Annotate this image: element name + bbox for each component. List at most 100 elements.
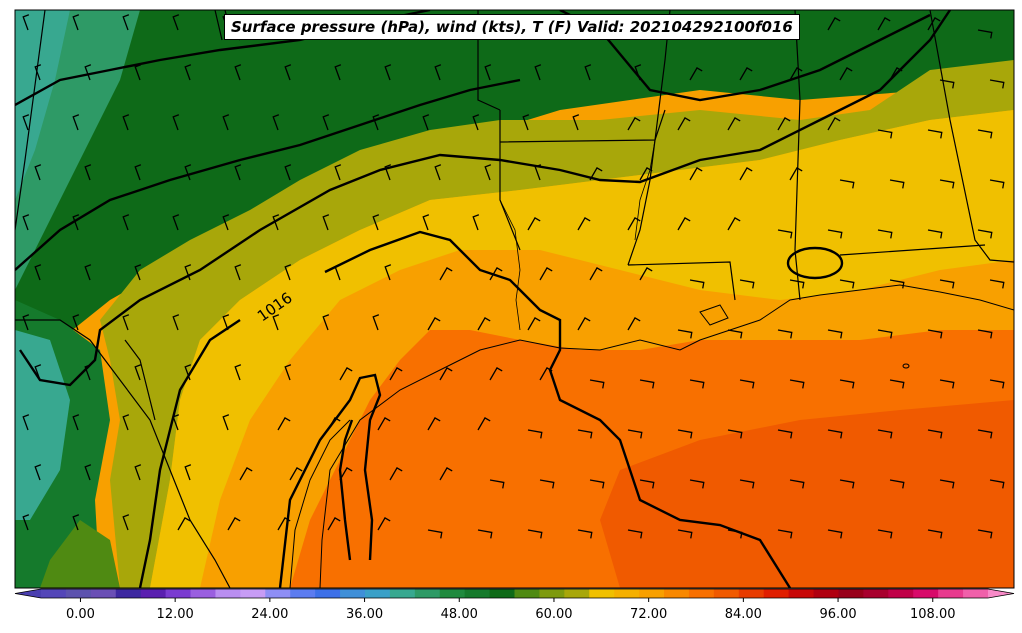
colorbar-swatch <box>364 589 391 598</box>
wind-barb <box>277 516 291 531</box>
wind-barb <box>284 164 292 181</box>
colorbar-swatch <box>938 589 964 598</box>
wind-barb <box>827 229 843 239</box>
wind-barb <box>234 364 242 381</box>
colorbar-swatch <box>913 589 939 598</box>
wind-barb <box>627 116 641 131</box>
colorbar-tick-label: 96.00 <box>819 607 857 622</box>
wind-barb <box>289 466 303 481</box>
wind-barb <box>589 479 605 489</box>
wind-barb <box>72 414 80 431</box>
coastline <box>289 284 1014 588</box>
wind-barb <box>234 64 242 81</box>
colorbar-swatch <box>688 589 715 598</box>
wind-barb <box>677 116 691 131</box>
wind-barb <box>977 329 993 339</box>
wind-barb <box>22 214 30 231</box>
wind-barb <box>534 64 542 81</box>
wind-barb <box>422 114 430 131</box>
wind-barb <box>522 114 530 131</box>
wind-barb <box>539 266 553 281</box>
wind-barb <box>527 529 543 539</box>
wind-barb <box>639 266 653 281</box>
wind-barb <box>777 229 793 239</box>
wind-barb <box>272 114 280 131</box>
wind-barb <box>927 329 943 339</box>
wind-barb <box>777 329 793 339</box>
wind-barb <box>172 14 180 31</box>
wind-barb <box>877 229 893 239</box>
wind-barb <box>589 266 603 281</box>
colorbar-swatch <box>90 589 117 598</box>
wind-barb <box>627 429 643 439</box>
wind-barb <box>577 316 591 331</box>
wind-barb <box>839 479 855 489</box>
wind-barb <box>927 529 943 539</box>
wind-barb <box>789 166 803 181</box>
hot-zone <box>600 400 1014 588</box>
wind-barb <box>284 64 292 81</box>
wind-barb <box>339 366 353 381</box>
wind-barb <box>272 214 280 231</box>
wind-barb <box>434 64 442 81</box>
wind-barb <box>384 64 392 81</box>
wind-barb <box>22 414 30 431</box>
colorbar-min-extend <box>15 589 41 598</box>
colorbar-swatch <box>888 589 914 598</box>
wind-barb <box>739 479 755 489</box>
colorbar-swatch <box>564 589 590 598</box>
colorbar-swatch <box>240 589 266 598</box>
wind-barb <box>839 379 855 389</box>
wind-barb <box>422 214 430 231</box>
wind-barb <box>234 164 242 181</box>
colorbar-swatch <box>489 589 515 598</box>
wind-barb <box>322 314 330 331</box>
wind-barb <box>977 529 993 539</box>
wind-barb <box>184 264 192 281</box>
wind-barb <box>939 479 955 489</box>
wind-barb <box>927 129 943 139</box>
wind-barb <box>334 164 342 181</box>
wind-barb <box>427 416 441 431</box>
colorbar-swatch <box>315 589 341 598</box>
wind-barb <box>439 366 453 381</box>
wind-barb <box>134 64 142 81</box>
colorbar-swatch <box>539 589 565 598</box>
wind-barb <box>627 216 641 231</box>
colorbar-swatch <box>140 589 167 598</box>
colorbar-swatch <box>639 589 665 598</box>
colorbar-swatch <box>265 589 291 598</box>
wind-barb <box>939 179 955 189</box>
wind-barb <box>989 479 1005 489</box>
colorbar-tick-label: 84.00 <box>724 607 762 622</box>
isobars <box>15 10 951 588</box>
wind-barb <box>989 379 1005 389</box>
wind-barb <box>434 164 442 181</box>
wind-barb <box>222 414 230 431</box>
wind-barb <box>889 279 905 289</box>
wind-barb <box>427 316 441 331</box>
colorbar-swatch <box>788 589 815 598</box>
wind-barb <box>72 214 80 231</box>
map-frame <box>14 9 1015 589</box>
wind-barb <box>489 479 505 489</box>
wind-barb <box>589 379 605 389</box>
wind-barb <box>777 429 793 439</box>
wind-barb <box>939 379 955 389</box>
wind-barb <box>22 514 30 531</box>
colorbar-swatch <box>65 589 92 598</box>
wind-barb <box>84 64 92 81</box>
colorbar-swatch <box>464 589 491 598</box>
wind-barb <box>22 114 30 131</box>
wind-barb <box>439 266 453 281</box>
colorbar-swatch <box>215 589 241 598</box>
wind-barb <box>222 214 230 231</box>
wind-barb <box>989 279 1005 289</box>
wind-barb <box>34 264 42 281</box>
wind-barb <box>539 366 553 381</box>
colorbar-swatch <box>290 589 316 598</box>
colorbar-swatch <box>389 589 416 598</box>
wind-barb <box>827 329 843 339</box>
wind-barb <box>122 114 130 131</box>
wind-barb <box>639 379 655 389</box>
